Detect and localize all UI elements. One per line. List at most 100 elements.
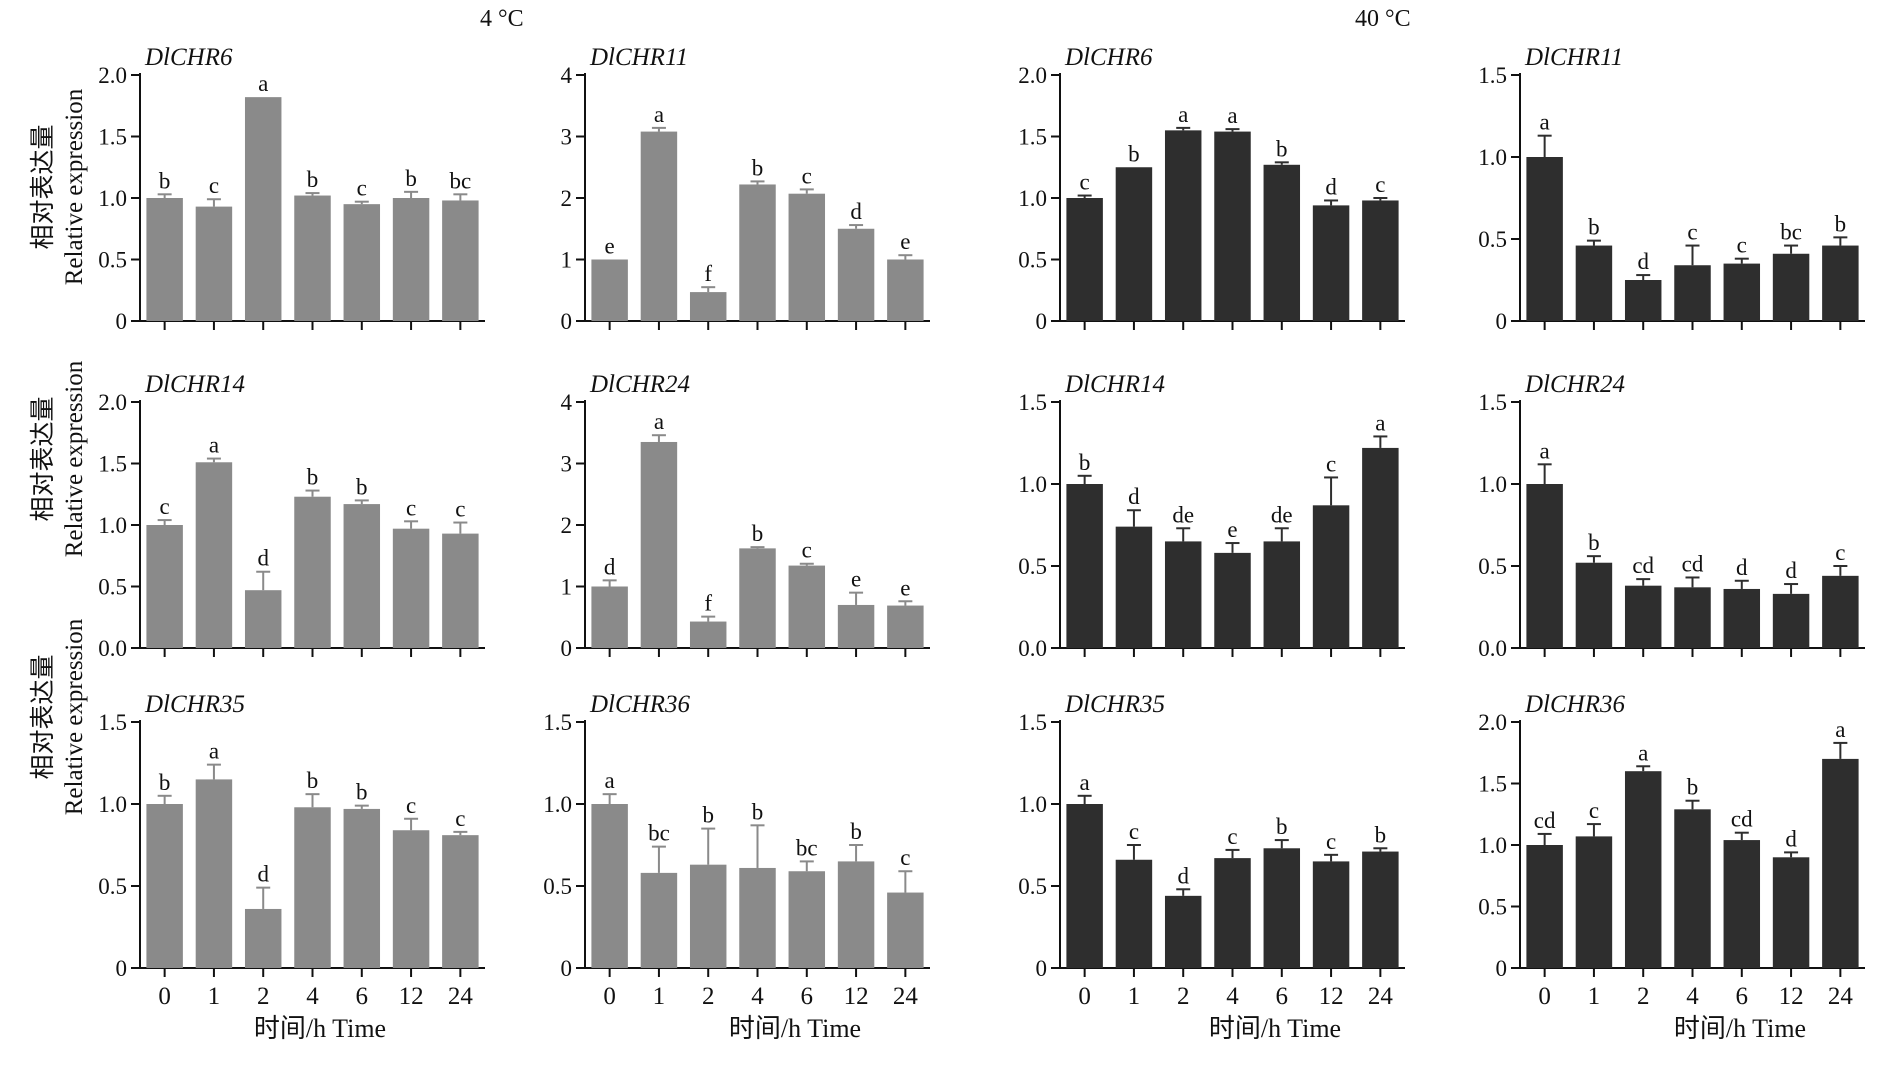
significance-letter: b bbox=[159, 168, 171, 193]
y-tick-label: 2 bbox=[561, 513, 573, 538]
bar bbox=[343, 808, 381, 968]
bar bbox=[1312, 205, 1350, 321]
significance-letter: cd bbox=[1731, 807, 1753, 832]
bar bbox=[294, 496, 331, 648]
significance-letter: b bbox=[1375, 822, 1387, 847]
y-tick-label: 1.0 bbox=[98, 513, 127, 538]
y-tick-label: 0 bbox=[116, 956, 128, 981]
significance-letter: de bbox=[1271, 502, 1293, 527]
significance-letter: b bbox=[702, 803, 714, 828]
bar bbox=[1674, 809, 1711, 968]
x-tick-label: 6 bbox=[801, 983, 814, 1010]
y-tick-label: 0.0 bbox=[98, 636, 127, 661]
y-tick-label: 0 bbox=[561, 636, 573, 661]
significance-letter: c bbox=[802, 538, 812, 563]
y-tick-label: 4 bbox=[561, 63, 573, 88]
significance-letter: a bbox=[209, 739, 219, 764]
significance-letter: b bbox=[307, 768, 319, 793]
chart-title: DlCHR6 bbox=[1064, 44, 1153, 71]
significance-letter: a bbox=[1375, 410, 1385, 435]
x-tick-label: 2 bbox=[1637, 983, 1650, 1010]
bar bbox=[1526, 484, 1563, 648]
x-tick-label: 2 bbox=[702, 983, 715, 1010]
bar bbox=[244, 590, 282, 648]
y-tick-label: 0.5 bbox=[98, 575, 127, 600]
significance-letter: b bbox=[405, 166, 417, 191]
significance-letter: c bbox=[209, 173, 219, 198]
significance-letter: bc bbox=[796, 835, 818, 860]
significance-letter: a bbox=[1540, 438, 1550, 463]
y-tick-label: 0 bbox=[1036, 309, 1048, 334]
significance-letter: b bbox=[307, 167, 319, 192]
significance-letter: d bbox=[1177, 863, 1189, 888]
bar bbox=[1115, 859, 1153, 968]
bar bbox=[1115, 167, 1153, 321]
bar bbox=[442, 835, 479, 968]
significance-letter: cd bbox=[1682, 551, 1704, 576]
chart-title: DlCHR6 bbox=[144, 44, 233, 71]
significance-letter: c bbox=[1687, 220, 1697, 245]
bar bbox=[146, 198, 183, 321]
bar bbox=[1624, 585, 1662, 648]
chart-panel-12: 0 0.5 1.0 1.5 2.0 DlCHR36 cd 0 c 1 a 2 b 4 cd 6 d 12 a 24 bbox=[1478, 691, 1865, 1010]
chart-title: DlCHR14 bbox=[144, 371, 245, 398]
significance-letter: c bbox=[357, 176, 367, 201]
significance-letter: a bbox=[1080, 770, 1090, 795]
x-axis-label-col-1: 时间/h Time bbox=[253, 1014, 387, 1043]
y-tick-label: 0.5 bbox=[98, 248, 127, 273]
bar bbox=[887, 605, 924, 648]
bar bbox=[1214, 858, 1251, 968]
y-tick-label: 0.0 bbox=[1478, 636, 1507, 661]
bar bbox=[1723, 588, 1761, 648]
significance-letter: c bbox=[160, 494, 170, 519]
x-tick-label: 4 bbox=[1226, 983, 1239, 1010]
bar bbox=[739, 548, 776, 648]
x-tick-label: 12 bbox=[1319, 983, 1344, 1010]
y-tick-label: 1.5 bbox=[543, 710, 572, 735]
y-tick-label: 4 bbox=[561, 390, 573, 415]
significance-letter: d bbox=[1325, 174, 1337, 199]
bar bbox=[1526, 845, 1563, 968]
x-axis-label-col-2: 时间/h Time bbox=[728, 1014, 862, 1043]
significance-letter: c bbox=[455, 497, 465, 522]
bar bbox=[1115, 526, 1153, 648]
x-tick-label: 12 bbox=[844, 983, 869, 1010]
x-axis-label-col-3: 时间/h Time bbox=[1208, 1014, 1342, 1043]
bar bbox=[146, 804, 183, 968]
x-tick-label: 12 bbox=[1779, 983, 1804, 1010]
bar bbox=[244, 908, 282, 968]
bar bbox=[640, 131, 678, 321]
significance-letter: c bbox=[1227, 824, 1237, 849]
bar bbox=[1674, 587, 1711, 648]
bar bbox=[689, 621, 727, 648]
x-tick-label: 2 bbox=[1177, 983, 1190, 1010]
bar bbox=[442, 200, 479, 321]
bar bbox=[1526, 157, 1563, 321]
bar bbox=[1164, 130, 1202, 321]
chart-title: DlCHR11 bbox=[1524, 44, 1623, 71]
y-tick-label: 0 bbox=[1496, 956, 1508, 981]
y-tick-label: 1.0 bbox=[1018, 472, 1047, 497]
bar bbox=[1822, 575, 1859, 648]
chart-panel-5: 0.0 0.5 1.0 1.5 2.0 DlCHR14 c a d b b c c bbox=[98, 371, 485, 661]
significance-letter: bc bbox=[1780, 220, 1802, 245]
significance-letter: b bbox=[1276, 814, 1288, 839]
significance-letter: f bbox=[704, 591, 712, 616]
significance-letter: b bbox=[1079, 450, 1091, 475]
bar bbox=[591, 804, 628, 968]
bar bbox=[343, 504, 381, 648]
significance-letter: a bbox=[209, 433, 219, 458]
y-tick-label: 2.0 bbox=[98, 390, 127, 415]
bar bbox=[1362, 200, 1399, 321]
significance-letter: a bbox=[1835, 717, 1845, 742]
significance-letter: c bbox=[455, 806, 465, 831]
chart-panel-3: 0 0.5 1.0 1.5 2.0 DlCHR6 c b a a b d c bbox=[1018, 44, 1405, 334]
bar bbox=[788, 565, 826, 648]
significance-letter: a bbox=[654, 409, 664, 434]
significance-letter: d bbox=[1736, 555, 1748, 580]
y-tick-label: 1.0 bbox=[1478, 472, 1507, 497]
bar bbox=[1674, 265, 1711, 321]
x-tick-label: 0 bbox=[1078, 983, 1091, 1010]
x-tick-label: 0 bbox=[1538, 983, 1551, 1010]
significance-letter: d bbox=[257, 862, 269, 887]
